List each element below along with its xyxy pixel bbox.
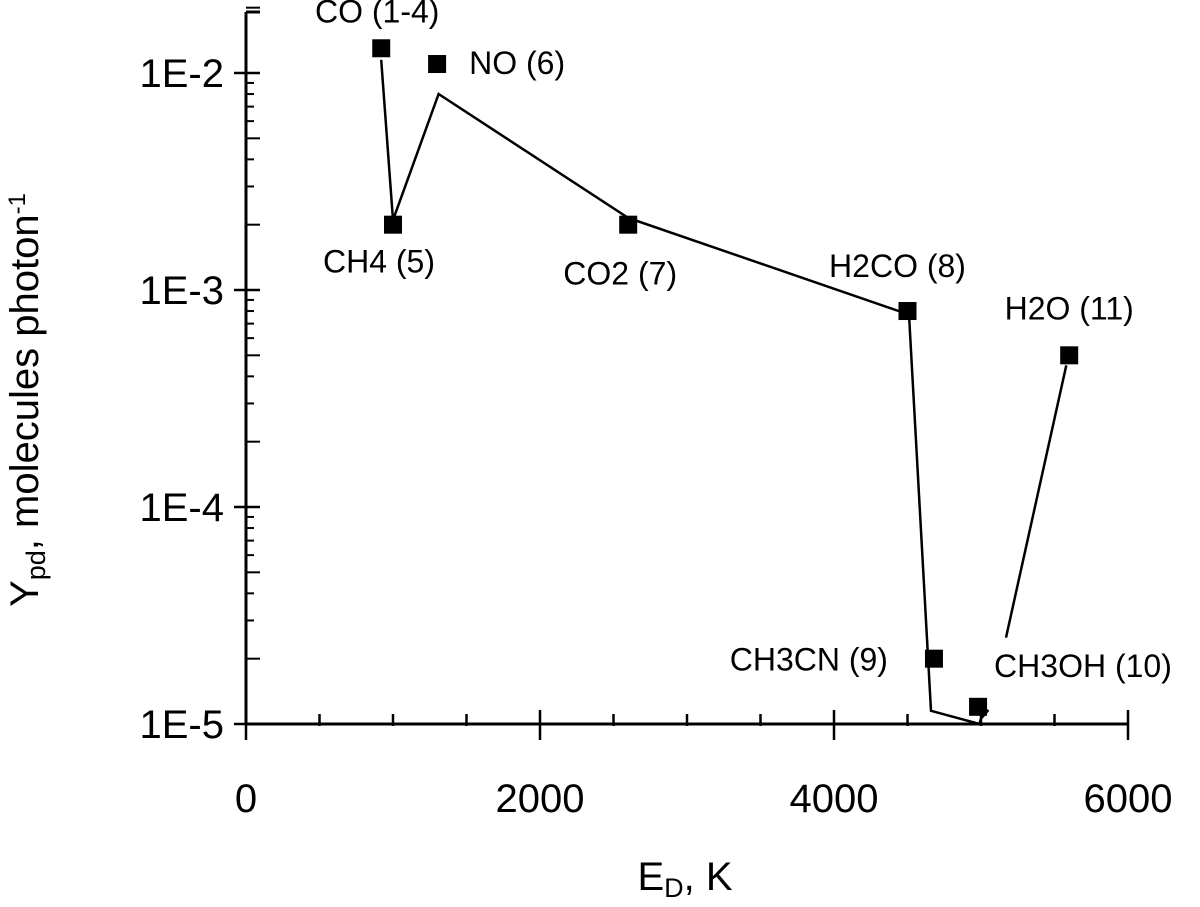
y-axis-title-sup: -1 [4, 193, 31, 214]
point-label: CH3OH (10) [994, 648, 1172, 684]
x-axis-title-rest: , K [684, 855, 733, 899]
y-axis-title-rest: , molecules photon [3, 214, 47, 550]
y-tick-label: 1E-3 [140, 269, 225, 313]
data-point [924, 649, 943, 668]
y-axis-title-main: Y [3, 580, 47, 607]
y-axis-title: Ypd, molecules photon-1 [3, 193, 51, 607]
data-point [372, 39, 391, 58]
fit-lines [379, 59, 1068, 726]
point-label: CO (1-4) [315, 0, 439, 29]
y-axis-title-sub: pd [21, 550, 51, 580]
axes [244, 10, 1128, 726]
y-tick-label: 1E-4 [140, 486, 225, 530]
x-axis-title-main: E [637, 855, 664, 899]
point-label: CO2 (7) [563, 256, 677, 292]
data-point [619, 215, 638, 234]
point-label: H2CO (8) [829, 248, 966, 284]
x-axis-title-sub: D [664, 873, 684, 903]
data-point [898, 302, 917, 321]
point-labels: CO (1-4) CH4 (5) NO (6) CO2 (7) H2CO (8) CH3C… [315, 0, 1172, 684]
data-point [969, 697, 988, 716]
x-tick-label: 6000 [1084, 777, 1173, 821]
fit-line-h2o [1004, 365, 1068, 638]
y-tick-label: 1E-2 [140, 52, 225, 96]
data-point [384, 215, 402, 234]
data-point [1060, 346, 1079, 365]
x-tick-label: 4000 [790, 777, 879, 821]
x-tick-label: 0 [235, 777, 257, 821]
y-tick-label: 1E-5 [140, 703, 225, 747]
fit-line [379, 59, 990, 726]
point-label: CH3CN (9) [730, 642, 888, 678]
x-tick-label: 2000 [496, 777, 585, 821]
point-label: NO (6) [469, 45, 565, 81]
x-axis-title: ED, K [637, 855, 732, 903]
data-points [372, 39, 1079, 716]
point-label: H2O (11) [1005, 290, 1134, 326]
ticks: 0 2000 4000 6000 1E-5 1E-4 1E-3 1E-2 [140, 6, 1173, 821]
point-label: CH4 (5) [323, 244, 435, 280]
data-point [428, 55, 447, 74]
